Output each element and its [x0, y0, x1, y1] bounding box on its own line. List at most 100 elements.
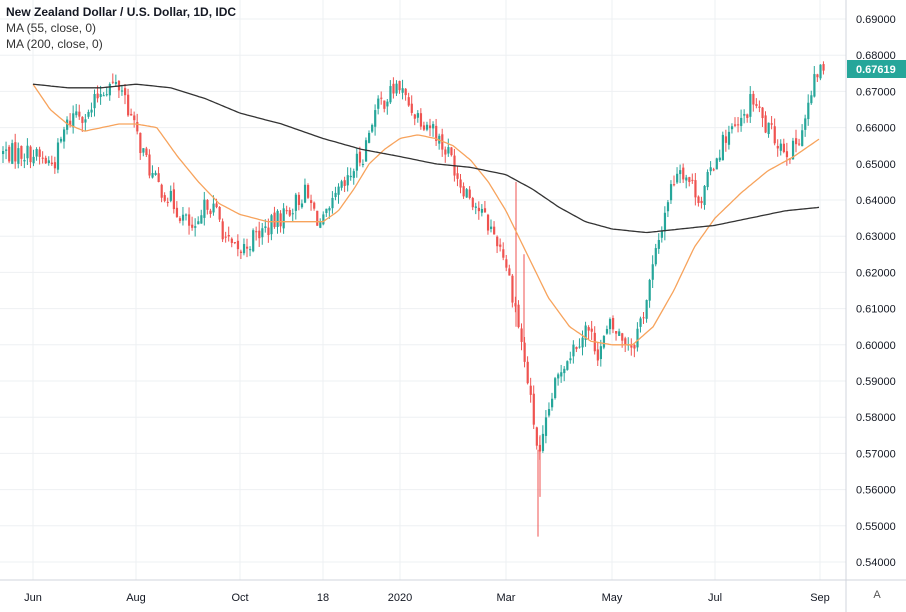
candle [715, 157, 718, 170]
candle [727, 125, 731, 150]
candle [517, 300, 520, 329]
candle [114, 74, 118, 87]
candle [227, 226, 230, 242]
time-axis[interactable]: Jun Aug Oct 18 2020 Mar May Jul Sep [24, 592, 830, 604]
candle [236, 234, 240, 257]
y-tick-label: 0.67000 [856, 86, 896, 98]
candle [160, 183, 163, 203]
candle [35, 147, 38, 161]
candle [93, 89, 96, 117]
candle [203, 191, 206, 226]
candle [218, 206, 221, 222]
candle [575, 346, 578, 353]
y-tick-label: 0.65000 [856, 159, 896, 171]
candle [554, 376, 557, 400]
candle [535, 426, 538, 450]
candle [746, 113, 749, 123]
candle [117, 79, 121, 99]
candle [242, 238, 246, 256]
candle [636, 322, 639, 352]
candle [569, 351, 572, 364]
candle [288, 207, 291, 217]
candle [392, 77, 395, 99]
candle [139, 132, 142, 160]
auto-scale-button[interactable]: A [873, 589, 881, 601]
symbol-title[interactable]: New Zealand Dollar / U.S. Dollar, 1D, ID… [6, 5, 237, 19]
ma200-label[interactable]: MA (200, close, 0) [6, 37, 103, 51]
candle [209, 208, 212, 218]
candle [294, 192, 297, 220]
candle [343, 176, 346, 193]
candle [307, 183, 310, 199]
candle [154, 170, 157, 176]
candle [758, 100, 761, 113]
price-axis[interactable]: 0.69000 0.68000 0.67000 0.66000 0.65000 0.640… [856, 14, 896, 569]
y-tick-label: 0.60000 [856, 340, 896, 352]
candle [767, 122, 770, 138]
candle [23, 153, 26, 169]
candle [532, 385, 535, 430]
candle [599, 339, 602, 367]
candle [596, 342, 599, 366]
candle [401, 79, 404, 100]
ma55-label[interactable]: MA (55, close, 0) [6, 21, 97, 35]
y-tick-label: 0.58000 [856, 412, 896, 424]
candle [587, 325, 590, 340]
candle [5, 141, 8, 160]
candle [282, 203, 285, 234]
candle [258, 221, 261, 247]
candle [785, 142, 789, 166]
candle [255, 226, 258, 241]
candle [779, 139, 782, 156]
candle [166, 197, 169, 207]
grid [0, 0, 846, 580]
candle [782, 138, 785, 154]
candle [435, 118, 438, 146]
candle [490, 219, 493, 233]
candle [776, 139, 779, 157]
candle [429, 118, 432, 137]
candle [157, 167, 160, 183]
candle [648, 278, 651, 308]
candle [523, 336, 526, 368]
candle [102, 92, 105, 97]
candle [743, 109, 746, 124]
x-tick-label: Jun [24, 592, 42, 604]
candle [712, 167, 715, 172]
candle [703, 184, 706, 210]
candle [511, 274, 514, 308]
candle [319, 218, 322, 229]
candle [120, 84, 124, 96]
candle [374, 104, 377, 136]
x-tick-label: 18 [317, 592, 329, 604]
candle [206, 199, 209, 215]
candle [563, 366, 566, 382]
candle [486, 213, 490, 235]
candle [471, 196, 474, 211]
candle [441, 128, 444, 157]
candle [267, 218, 270, 243]
candle [685, 174, 688, 189]
x-tick-label: Mar [497, 592, 516, 604]
candle [642, 311, 645, 324]
candle [456, 166, 459, 187]
candle [679, 164, 682, 184]
candle [630, 338, 633, 356]
candle [17, 142, 20, 169]
candle [737, 117, 740, 133]
candle [663, 206, 667, 241]
candle [261, 222, 264, 245]
candle [645, 299, 648, 323]
candle [810, 90, 813, 105]
candle [11, 139, 14, 165]
candle [566, 360, 569, 371]
candle [438, 133, 441, 150]
y-tick-label: 0.56000 [856, 485, 896, 497]
candle [59, 136, 63, 144]
candle [639, 316, 642, 333]
candle [300, 199, 304, 209]
candle [544, 410, 548, 444]
candle [303, 178, 307, 204]
